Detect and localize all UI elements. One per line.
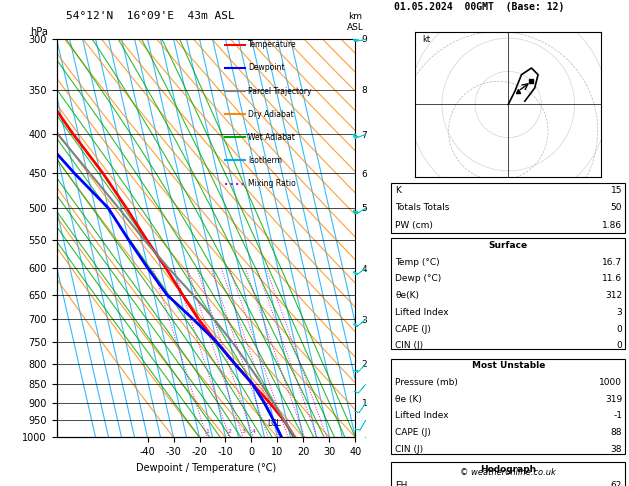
Text: CIN (J): CIN (J)	[395, 445, 423, 454]
Text: 1000: 1000	[599, 378, 622, 387]
Text: EH: EH	[395, 481, 408, 486]
Text: 1.86: 1.86	[602, 221, 622, 230]
Text: 0: 0	[616, 341, 622, 350]
Text: K: K	[395, 186, 401, 195]
Text: CIN (J): CIN (J)	[395, 341, 423, 350]
X-axis label: Dewpoint / Temperature (°C): Dewpoint / Temperature (°C)	[136, 463, 276, 473]
Text: Hodograph: Hodograph	[480, 465, 537, 474]
Text: 62: 62	[611, 481, 622, 486]
Text: 0: 0	[616, 325, 622, 334]
Text: θe(K): θe(K)	[395, 291, 419, 300]
Text: Surface: Surface	[489, 241, 528, 250]
Text: 2: 2	[227, 429, 231, 434]
Text: Parcel Trajectory: Parcel Trajectory	[248, 87, 311, 96]
Text: -1: -1	[613, 411, 622, 420]
Text: hPa: hPa	[30, 27, 48, 37]
Text: km
ASL: km ASL	[347, 12, 364, 32]
Text: Totals Totals: Totals Totals	[395, 203, 449, 212]
Text: Dry Adiabat: Dry Adiabat	[248, 110, 294, 119]
Text: Most Unstable: Most Unstable	[472, 361, 545, 370]
Text: 15: 15	[611, 186, 622, 195]
Text: 312: 312	[605, 291, 622, 300]
Text: Dewp (°C): Dewp (°C)	[395, 274, 442, 283]
Text: 319: 319	[605, 395, 622, 404]
Text: 16.7: 16.7	[602, 258, 622, 267]
Text: CAPE (J): CAPE (J)	[395, 325, 431, 334]
Text: Mixing Ratio: Mixing Ratio	[248, 179, 296, 188]
Text: Pressure (mb): Pressure (mb)	[395, 378, 458, 387]
Text: 4: 4	[252, 429, 255, 434]
Text: 38: 38	[611, 445, 622, 454]
Text: Lifted Index: Lifted Index	[395, 411, 448, 420]
Text: Isotherm: Isotherm	[248, 156, 282, 165]
Text: θe (K): θe (K)	[395, 395, 422, 404]
Text: 3: 3	[616, 308, 622, 317]
Text: 3: 3	[241, 429, 245, 434]
Text: © weatheronline.co.uk: © weatheronline.co.uk	[460, 468, 556, 477]
Text: 01.05.2024  00GMT  (Base: 12): 01.05.2024 00GMT (Base: 12)	[394, 2, 565, 12]
Text: 11.6: 11.6	[602, 274, 622, 283]
Text: 50: 50	[611, 203, 622, 212]
Text: CAPE (J): CAPE (J)	[395, 428, 431, 437]
Text: 88: 88	[611, 428, 622, 437]
Text: 1: 1	[205, 429, 209, 434]
Text: Temperature: Temperature	[248, 40, 296, 50]
Text: Wet Adiabat: Wet Adiabat	[248, 133, 295, 142]
Text: Dewpoint: Dewpoint	[248, 64, 284, 72]
Text: Temp (°C): Temp (°C)	[395, 258, 440, 267]
Text: 54°12'N  16°09'E  43m ASL: 54°12'N 16°09'E 43m ASL	[65, 11, 235, 21]
Text: PW (cm): PW (cm)	[395, 221, 433, 230]
Text: kt: kt	[422, 35, 430, 44]
Text: LCL: LCL	[267, 419, 281, 428]
Text: Lifted Index: Lifted Index	[395, 308, 448, 317]
